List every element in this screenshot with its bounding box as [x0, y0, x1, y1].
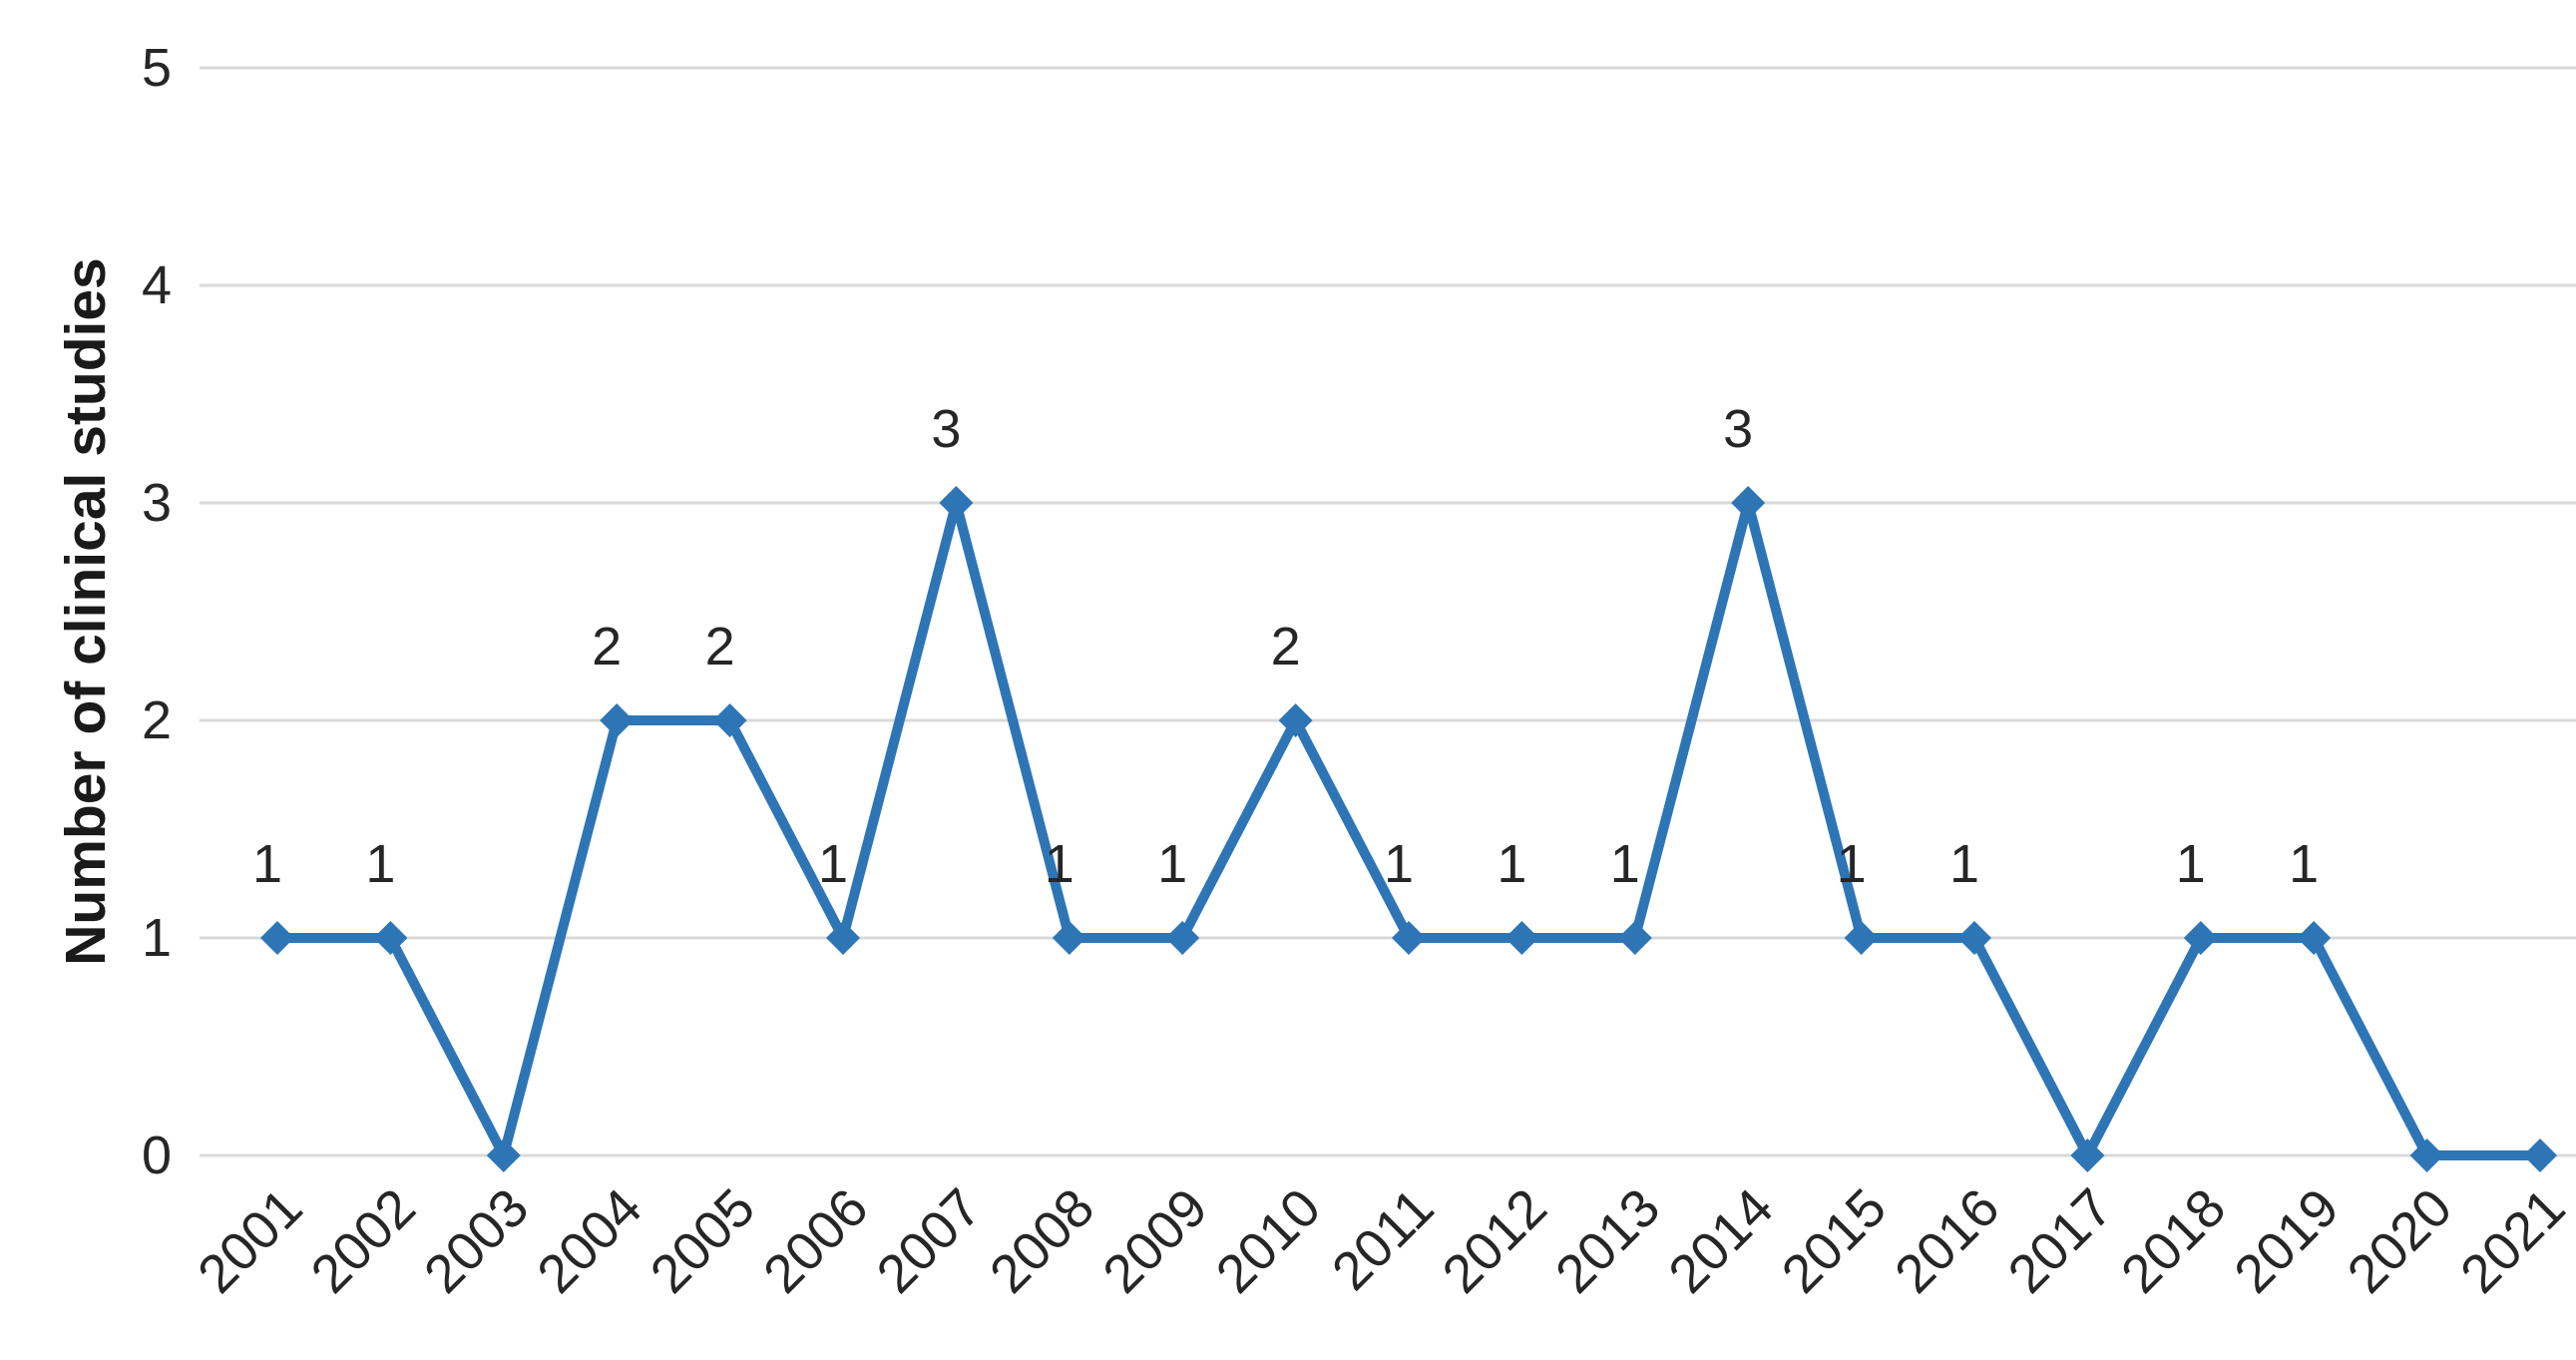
data-point-2020 [2409, 1138, 2444, 1172]
data-label-2014: 3 [1723, 399, 1753, 459]
x-tick-label-2013: 2013 [1544, 1177, 1671, 1304]
x-tick-label-2002: 2002 [300, 1177, 427, 1304]
data-point-2018 [2183, 921, 2218, 955]
data-label-2011: 1 [1384, 834, 1414, 894]
data-point-2003 [486, 1138, 521, 1172]
data-point-2007 [939, 486, 974, 520]
data-label-2013: 1 [1610, 834, 1640, 894]
x-tick-label-2009: 2009 [1091, 1177, 1218, 1304]
data-point-2017 [2070, 1138, 2105, 1172]
data-point-2015 [1844, 921, 1879, 955]
x-tick-label-2005: 2005 [640, 1177, 766, 1304]
x-tick-label-2011: 2011 [1321, 1177, 1446, 1302]
data-label-2001: 1 [252, 834, 282, 894]
x-tick-label-2016: 2016 [1884, 1177, 2010, 1304]
x-tick-label-2008: 2008 [979, 1177, 1105, 1304]
x-tick-label-2004: 2004 [526, 1177, 652, 1304]
data-point-2014 [1731, 486, 1766, 520]
x-tick-label-2003: 2003 [413, 1177, 540, 1304]
data-point-2010 [1278, 703, 1313, 737]
data-label-2012: 1 [1497, 834, 1526, 894]
y-tick-label-5: 5 [142, 38, 172, 98]
data-point-2006 [826, 921, 860, 955]
data-label-2010: 2 [1271, 617, 1301, 677]
data-label-2005: 2 [705, 617, 735, 677]
data-point-2008 [1052, 921, 1086, 955]
data-label-2002: 1 [365, 834, 395, 894]
x-tick-label-2020: 2020 [2337, 1177, 2463, 1304]
y-tick-label-1: 1 [142, 908, 172, 968]
y-tick-label-3: 3 [142, 473, 172, 533]
x-tick-label-2014: 2014 [1657, 1177, 1784, 1304]
clinical-studies-line-chart: Number of clinical studies 0 1 2 3 4 5 2001 200… [40, 16, 2576, 1344]
data-label-2018: 1 [2176, 834, 2206, 894]
x-tick-label-2007: 2007 [866, 1177, 993, 1304]
data-point-2011 [1392, 921, 1426, 955]
x-tick-label-2015: 2015 [1771, 1177, 1898, 1304]
chart-plot-area: 0123452001200220032004200520062007200820… [142, 38, 2576, 1304]
y-tick-label-4: 4 [142, 255, 172, 315]
data-label-2006: 1 [818, 834, 848, 894]
data-label-2007: 3 [931, 399, 961, 459]
data-point-2013 [1617, 921, 1652, 955]
data-label-2004: 2 [592, 617, 622, 677]
data-point-2012 [1504, 921, 1539, 955]
data-point-2019 [2297, 921, 2332, 955]
x-tick-label-2017: 2017 [1997, 1177, 2124, 1304]
series-line [272, 498, 2545, 1160]
data-label-2019: 1 [2289, 834, 2319, 894]
data-label-2015: 1 [1837, 834, 1867, 894]
x-tick-label-2021: 2021 [2449, 1177, 2576, 1304]
y-tick-label-2: 2 [142, 690, 172, 750]
y-tick-label-0: 0 [142, 1126, 172, 1185]
data-label-2016: 1 [1949, 834, 1979, 894]
x-tick-label-2006: 2006 [752, 1177, 879, 1304]
x-tick-label-2018: 2018 [2110, 1177, 2237, 1304]
data-point-2005 [712, 703, 747, 737]
data-label-2008: 1 [1045, 834, 1074, 894]
x-tick-label-2012: 2012 [1432, 1177, 1558, 1304]
data-label-2009: 1 [1157, 834, 1187, 894]
x-tick-label-2010: 2010 [1205, 1177, 1332, 1304]
data-point-2002 [373, 921, 408, 955]
x-tick-label-2001: 2001 [187, 1177, 313, 1304]
y-axis-title: Number of clinical studies [54, 257, 118, 966]
data-point-2021 [2523, 1138, 2557, 1172]
data-point-2001 [260, 921, 294, 955]
x-tick-label-2019: 2019 [2223, 1177, 2350, 1304]
data-point-2016 [1957, 921, 1991, 955]
data-point-2004 [600, 703, 635, 737]
data-point-2009 [1165, 921, 1200, 955]
